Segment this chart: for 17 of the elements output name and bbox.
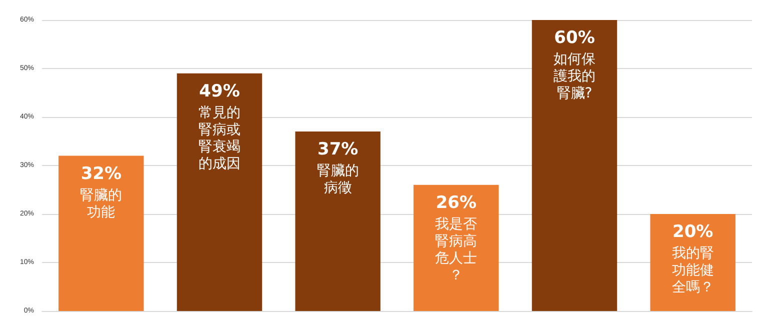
- x-tick-label: 我是否腎病高危人士？: [435, 216, 478, 284]
- bar: [295, 132, 380, 311]
- x-tick-label: 腎臟的病徵: [316, 163, 359, 196]
- x-tick-label: 我的腎功能健全嗎？: [672, 246, 714, 296]
- data-label: 37%: [317, 140, 358, 160]
- data-label: 32%: [80, 164, 122, 184]
- bar: [414, 184, 499, 311]
- bar: [176, 73, 262, 311]
- bar: [58, 156, 144, 311]
- bar: [532, 20, 618, 311]
- data-label: 20%: [672, 222, 714, 242]
- x-tick-label: 常見的腎病或腎衰竭的成因: [198, 104, 240, 172]
- x-tick-label: 腎臟的功能: [80, 187, 122, 220]
- data-label: 49%: [199, 81, 240, 102]
- x-tick-label: 如何保護我的腎臟?: [554, 52, 596, 102]
- data-label: 26%: [436, 192, 477, 213]
- data-label: 60%: [554, 28, 595, 48]
